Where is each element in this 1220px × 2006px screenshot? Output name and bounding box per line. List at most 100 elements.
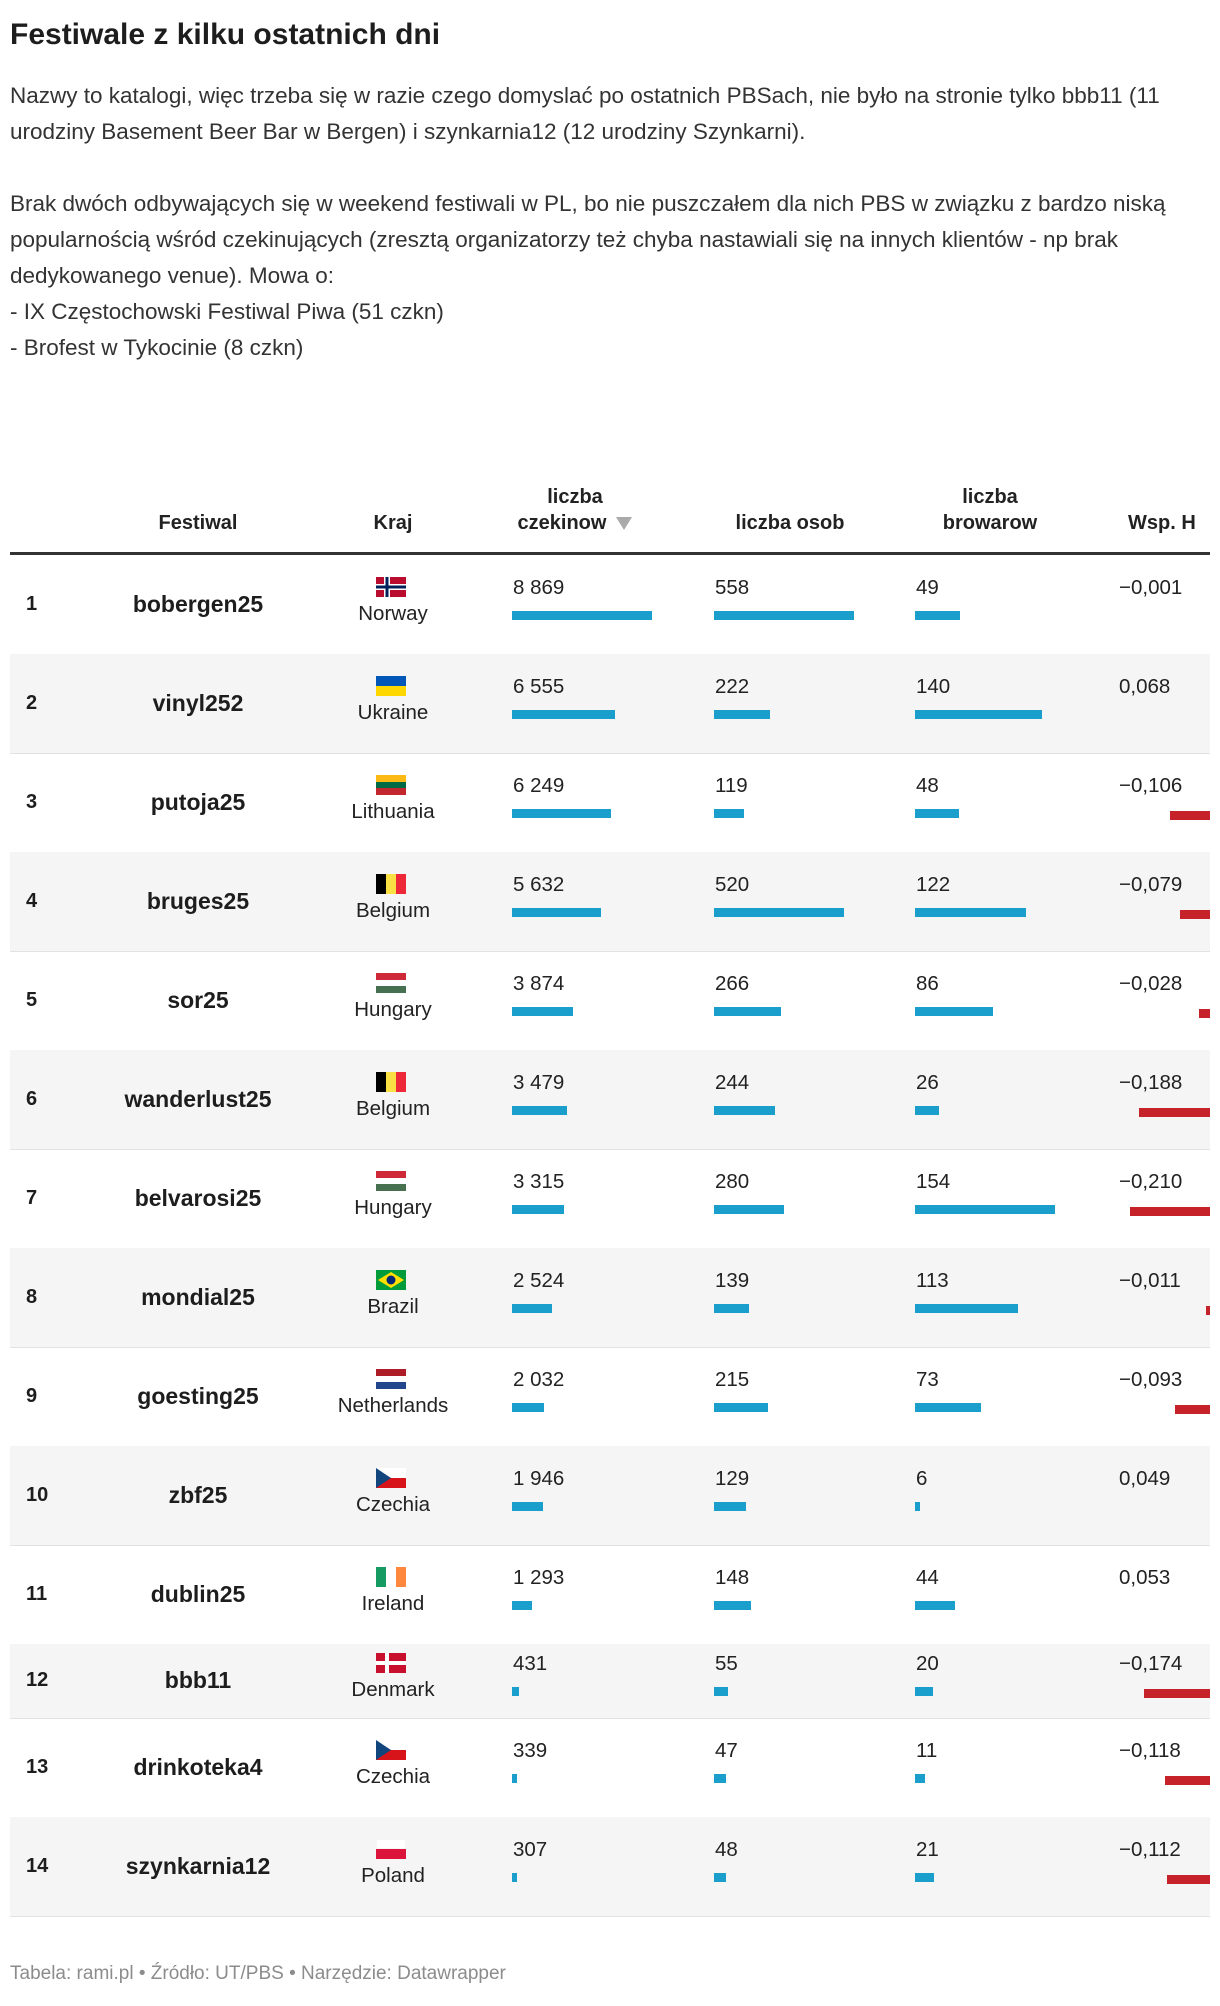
checkins-value: 6 249 — [513, 773, 565, 797]
people-value: 47 — [715, 1738, 738, 1762]
festival-name: putoja25 — [150, 788, 246, 815]
country-name: Hungary — [354, 997, 432, 1021]
country-name: Czechia — [355, 1764, 431, 1788]
denmark-flag-icon — [376, 1653, 406, 1673]
people-value: 48 — [715, 1837, 738, 1861]
wsp-value: −0,001 — [1119, 575, 1183, 599]
checkins-bar — [512, 1600, 533, 1610]
wsp-value: −0,106 — [1119, 773, 1183, 797]
row-rank: 14 — [26, 1854, 49, 1877]
country-name: Ukraine — [357, 700, 429, 724]
column-header-browarow-line1: liczba — [962, 486, 1018, 508]
breweries-bar — [915, 1105, 939, 1115]
breweries-value: 20 — [916, 1652, 939, 1675]
table-row: 13 drinkoteka4 Czechia 339 47 11 −0,118 — [10, 1718, 1210, 1818]
wsp-value: −0,118 — [1119, 1738, 1181, 1762]
wsp-value: 0,049 — [1119, 1466, 1171, 1490]
checkins-value: 2 524 — [513, 1268, 565, 1292]
breweries-value: 11 — [916, 1738, 938, 1762]
country-name: Belgium — [355, 1096, 431, 1120]
column-header-kraj[interactable]: Kraj — [373, 512, 413, 534]
festival-name: dublin25 — [150, 1580, 246, 1607]
checkins-bar — [512, 1872, 517, 1882]
people-value: 139 — [715, 1268, 750, 1292]
table-row: 7 belvarosi25 Hungary 3 315 280 154 −0,210 — [10, 1149, 1210, 1249]
sort-descending-icon — [616, 517, 633, 531]
table-row: 4 bruges25 Belgium 5 632 520 122 −0,079 — [10, 852, 1210, 952]
wsp-value: −0,011 — [1119, 1268, 1181, 1292]
table-row: 14 szynkarnia12 Poland 307 48 21 −0,112 — [10, 1817, 1210, 1917]
breweries-value: 154 — [916, 1169, 951, 1193]
intro-list-item-1: - IX Częstochowski Festiwal Piwa (51 czk… — [10, 299, 444, 324]
wsp-value: −0,112 — [1119, 1837, 1181, 1861]
czechia-flag-icon — [376, 1739, 406, 1760]
row-rank: 13 — [26, 1755, 49, 1778]
breweries-bar — [915, 1402, 982, 1412]
netherlands-flag-icon — [376, 1368, 406, 1389]
people-bar — [714, 1204, 785, 1214]
festival-name: zbf25 — [168, 1481, 228, 1508]
ireland-flag-icon — [376, 1566, 406, 1587]
wsp-value: −0,210 — [1119, 1169, 1183, 1193]
people-bar — [714, 709, 770, 719]
wsp-value: −0,028 — [1119, 971, 1183, 995]
page-title: Festiwale z kilku ostatnich dni — [10, 18, 441, 51]
wsp-bar — [1165, 1775, 1210, 1785]
wsp-bar — [1174, 1404, 1210, 1414]
festival-name: mondial25 — [141, 1283, 255, 1310]
checkins-bar — [512, 709, 616, 719]
row-rank: 2 — [26, 691, 38, 714]
wsp-bar — [1199, 1008, 1210, 1018]
ukraine-flag-icon — [376, 675, 406, 696]
row-rank: 10 — [26, 1483, 49, 1506]
hungary-flag-icon — [376, 1170, 406, 1191]
column-header-browarow[interactable]: liczba browarow — [895, 484, 1085, 536]
poland-flag-icon — [375, 1838, 407, 1859]
festival-name: sor25 — [167, 986, 229, 1013]
festival-table: Festiwal Kraj liczba czekinow liczba oso… — [10, 470, 1210, 1925]
intro-list-item-2: - Brofest w Tykocinie (8 czkn) — [10, 335, 304, 360]
column-header-browarow-line2: browarow — [942, 512, 1038, 534]
breweries-bar — [915, 1006, 994, 1016]
people-value: 55 — [715, 1652, 738, 1675]
festival-name: bbb11 — [164, 1667, 232, 1693]
breweries-bar — [915, 1303, 1018, 1313]
checkins-bar — [512, 1687, 519, 1696]
checkins-value: 339 — [513, 1738, 548, 1762]
column-header-osob[interactable]: liczba osob — [735, 512, 845, 534]
table-row: 1 bobergen25 Norway 8 869 558 49 −0,001 — [10, 555, 1210, 655]
wsp-bar — [1138, 1107, 1210, 1117]
checkins-value: 1 946 — [513, 1466, 565, 1490]
country-name: Lithuania — [351, 799, 435, 823]
column-header-czekinow[interactable]: liczba czekinow — [480, 484, 670, 536]
checkins-bar — [512, 808, 611, 818]
checkins-value: 1 293 — [513, 1565, 565, 1589]
people-value: 280 — [715, 1169, 750, 1193]
checkins-value: 6 555 — [513, 674, 565, 698]
checkins-value: 3 874 — [513, 971, 565, 995]
lithuania-flag-icon — [376, 774, 406, 795]
people-bar — [714, 1600, 752, 1610]
people-bar — [714, 907, 845, 917]
country-name: Czechia — [355, 1492, 431, 1516]
checkins-bar — [512, 907, 601, 917]
table-header: Festiwal Kraj liczba czekinow liczba oso… — [10, 470, 1210, 555]
people-value: 119 — [715, 773, 748, 797]
row-rank: 1 — [26, 592, 38, 615]
column-header-wsp[interactable]: Wsp. H — [1128, 512, 1196, 534]
people-value: 266 — [715, 971, 750, 995]
festival-name: szynkarnia12 — [125, 1852, 271, 1879]
people-bar — [714, 1687, 728, 1696]
checkins-bar — [512, 1105, 567, 1115]
table-row: 2 vinyl252 Ukraine 6 555 222 140 0,068 — [10, 654, 1210, 754]
people-bar — [714, 1402, 768, 1412]
people-value: 222 — [715, 674, 750, 698]
country-name: Poland — [361, 1863, 425, 1887]
norway-flag-icon — [376, 576, 406, 597]
breweries-value: 26 — [916, 1070, 939, 1094]
festival-name: bobergen25 — [132, 590, 264, 617]
column-header-festiwal[interactable]: Festiwal — [158, 512, 238, 534]
row-rank: 4 — [26, 889, 38, 912]
breweries-bar — [915, 1773, 925, 1783]
